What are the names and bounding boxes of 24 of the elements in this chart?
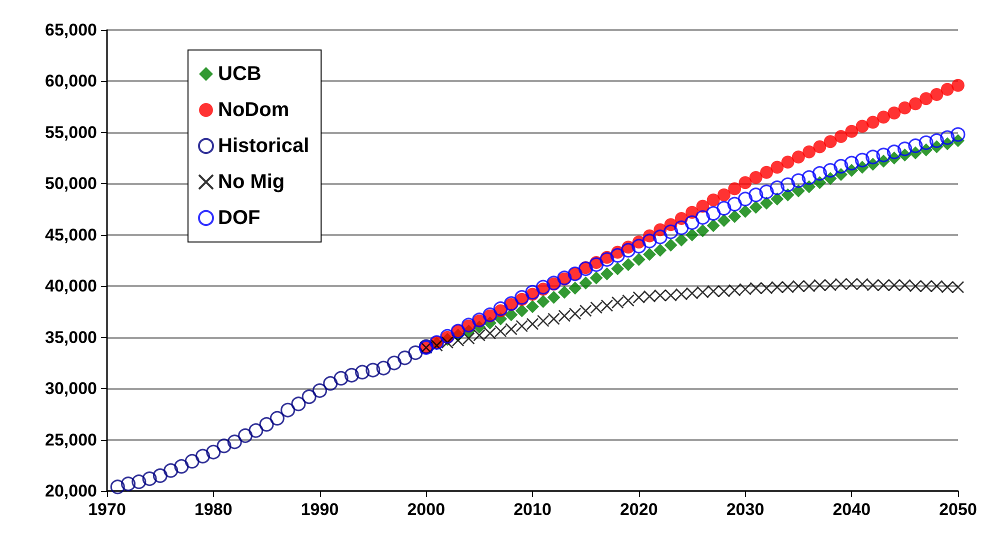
y-tick-label: 40,000 [45,276,97,296]
y-tick-label: 35,000 [45,328,97,347]
x-tick-label: 1990 [300,500,339,519]
legend-label: DOF [218,207,260,229]
x-tick-label: 2000 [407,500,446,519]
y-tick-label: 45,000 [45,225,97,244]
y-tick-label: 25,000 [45,430,97,450]
x-tick-label: 2030 [726,500,764,519]
y-tick-label: 30,000 [45,379,97,398]
y-tick-label: 50,000 [45,174,97,194]
y-tick-label: 20,000 [45,482,97,500]
legend-label: No Mig [218,171,285,193]
legend-label: Historical [218,135,310,157]
x-tick-label: 2010 [514,500,552,519]
y-tick-label: 60,000 [45,72,97,91]
legend-label: NoDom [218,99,290,121]
x-tick-label: 1970 [88,500,126,519]
legend-label: UCB [218,63,262,85]
x-tick-label: 2050 [939,500,977,519]
x-tick-label: 2020 [620,500,658,519]
y-tick-label: 65,000 [45,20,97,40]
y-tick-label: 55,000 [45,122,97,142]
x-tick-label: 2040 [832,500,871,519]
x-tick-label: 1980 [194,500,232,519]
